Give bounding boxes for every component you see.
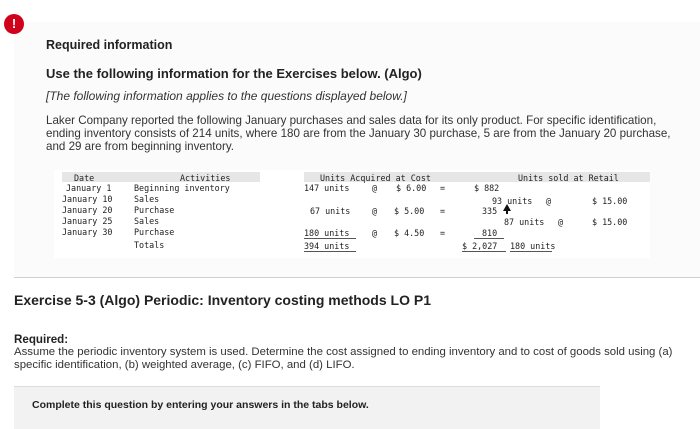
row-acq-eq: = [440,183,446,193]
required-label: Required: [14,333,69,346]
row-acq-units: 67 units [310,206,351,216]
underline-acq-total [474,238,504,239]
alert-icon: ! [4,14,24,34]
row-acq-total: 335 [482,206,498,216]
row-sold-units: 87 units [504,217,545,227]
totals-sold-units: 180 units [510,241,556,251]
row-activity: Sales [134,216,160,226]
row-acq-units: 180 units [304,228,350,238]
complete-instruction: Complete this question by entering your … [32,399,369,411]
mouse-pointer-stem [506,210,508,214]
row-acq-units: 147 units [304,183,350,193]
info-applies-note: [The following information applies to th… [46,89,407,103]
row-sold-at: @ [546,196,552,206]
row-acq-cost: $ 6.00 [396,183,427,193]
exercise-title: Exercise 5-3 (Algo) Periodic: Inventory … [14,292,431,308]
double-underline-acq-total [462,251,506,252]
row-acq-cost: $ 4.50 [394,228,425,238]
row-activity: Sales [134,194,160,204]
row-activity: Purchase [134,205,175,215]
row-acq-at: @ [372,206,378,216]
header-units-acquired: Units Acquired at Cost [320,173,431,183]
row-date: January 10 [62,194,113,204]
row-activity: Beginning inventory [134,183,230,193]
row-acq-at: @ [372,183,378,193]
row-acq-eq: = [440,228,446,238]
header-bar-date [62,172,260,182]
row-acq-total: $ 882 [474,183,500,193]
row-sold-at: @ [558,217,564,227]
underline-acq-units [304,238,356,239]
row-activity: Purchase [134,227,175,237]
required-info-heading: Required information [46,38,173,52]
totals-acq-total: $ 2,027 [462,241,498,251]
row-acq-eq: = [440,206,446,216]
header-activities: Activities [180,173,231,183]
mouse-pointer-icon [503,204,511,211]
row-date: January 20 [62,205,113,215]
instructions-heading: Use the following information for the Ex… [46,66,422,81]
totals-label: Totals [134,240,165,250]
row-sold-price: $ 15.00 [592,217,628,227]
header-bar-sold [514,172,650,182]
row-sold-price: $ 15.00 [592,196,628,206]
required-text: Assume the periodic inventory system is … [14,346,673,371]
purchases-sales-table: Date Activities Units Acquired at Cost U… [54,170,650,258]
row-date: January 30 [62,227,113,237]
row-date: January 1 [66,183,112,193]
intro-paragraph: Laker Company reported the following Jan… [46,114,671,153]
row-acq-total: 810 [482,228,498,238]
double-underline-sold-units [510,251,552,252]
row-acq-at: @ [372,228,378,238]
header-bar-acquired [304,172,526,182]
row-date: January 25 [62,216,113,226]
header-date: Date [74,173,95,183]
double-underline-acq-units [304,251,356,252]
answer-tabs-panel [14,386,600,429]
row-acq-cost: $ 5.00 [394,206,425,216]
row-sold-units: 93 units [492,196,533,206]
header-units-sold: Units sold at Retail [518,173,619,183]
totals-acq-units: 394 units [304,241,350,251]
